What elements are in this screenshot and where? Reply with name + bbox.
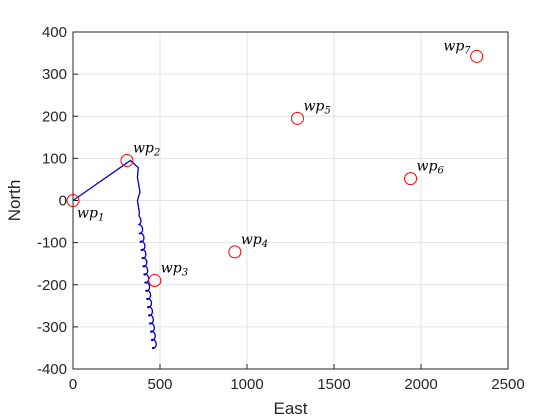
waypoint-label: wp6 — [417, 159, 445, 177]
waypoint-label-subscript: 7 — [464, 45, 471, 56]
y-tick-label: 100 — [42, 150, 67, 167]
waypoint-label-subscript: 6 — [438, 166, 445, 177]
x-tick-label: 1500 — [317, 376, 350, 393]
waypoint-label-name: wp — [133, 140, 154, 156]
waypoint-label: wp2 — [133, 140, 160, 158]
x-tick-label: 500 — [147, 376, 172, 393]
waypoint-marker — [404, 172, 418, 186]
y-axis-label: North — [5, 180, 24, 222]
waypoint-label: wp7 — [443, 38, 471, 56]
waypoint-marker — [290, 111, 304, 125]
waypoint-label-subscript: 5 — [324, 105, 330, 116]
waypoint-label-subscript: 2 — [153, 147, 160, 158]
x-axis-label: East — [273, 399, 307, 418]
trajectory-line — [72, 159, 157, 350]
y-tick-label: -100 — [37, 235, 67, 252]
waypoint-label: wp1 — [77, 206, 104, 224]
y-tick-label: -400 — [37, 361, 67, 378]
waypoint-label: wp5 — [303, 98, 330, 116]
waypoint-marker — [228, 245, 242, 259]
waypoint-label-name: wp — [161, 261, 182, 277]
waypoint-label: wp4 — [241, 232, 268, 250]
x-tick-label: 2000 — [404, 376, 437, 393]
y-tick-label: 300 — [42, 66, 67, 83]
waypoint-label-subscript: 4 — [261, 239, 268, 250]
y-tick-label: -300 — [37, 319, 67, 336]
ticks: 0 500 1000 1500 2000 2500 -400 -300 -200 -100 0 100… — [37, 24, 525, 393]
waypoint-label-subscript: 1 — [98, 213, 104, 224]
waypoint-label: wp3 — [161, 261, 188, 279]
y-tick-label: -200 — [37, 277, 67, 294]
plot-frame — [72, 31, 509, 370]
waypoint-label-name: wp — [303, 98, 324, 114]
y-tick-label: 400 — [42, 24, 67, 41]
waypoint-label-name: wp — [241, 232, 262, 248]
waypoint-marker — [470, 49, 484, 63]
y-tick-label: 0 — [59, 193, 67, 210]
y-tick-label: 200 — [42, 108, 67, 125]
waypoint-label-subscript: 3 — [182, 268, 188, 279]
waypoint-label-name: wp — [77, 206, 98, 222]
waypoint-marker — [120, 153, 134, 167]
x-tick-label: 2500 — [491, 376, 524, 393]
waypoint-label-name: wp — [443, 38, 464, 54]
waypoint-marker — [148, 274, 162, 288]
waypoint-label-name: wp — [417, 159, 438, 175]
x-tick-label: 0 — [69, 376, 77, 393]
x-tick-label: 1000 — [230, 376, 263, 393]
trajectory-series — [72, 159, 157, 350]
